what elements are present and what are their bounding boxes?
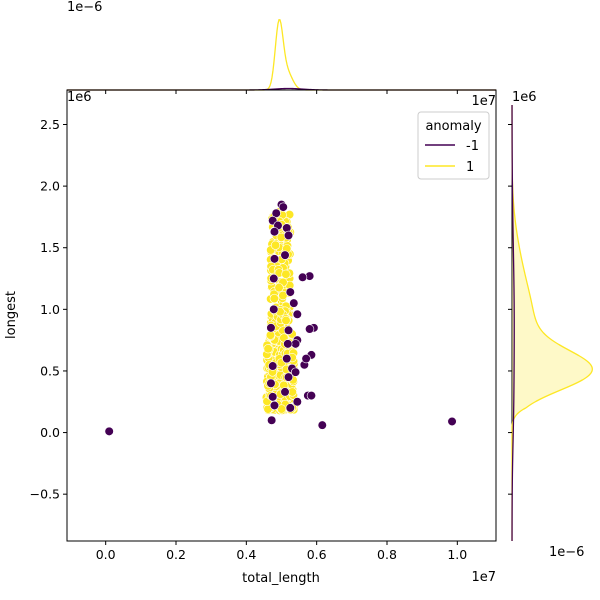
right-marginal-y-offset-label: 1e6 <box>512 90 537 105</box>
point-minus1 <box>266 378 276 388</box>
point-1 <box>274 283 284 293</box>
point-minus1 <box>283 372 294 382</box>
y-tick-label: 1.5 <box>40 240 60 255</box>
right-marginal-kde-fill <box>512 105 593 541</box>
point-minus1 <box>266 323 276 333</box>
point-minus1 <box>278 202 288 212</box>
y-axis-ticks: −0.5 0.0 0.5 1.0 1.5 2.0 2.5 <box>30 117 67 502</box>
point-1 <box>281 269 291 279</box>
point-minus1 <box>269 400 280 411</box>
point-minus1 <box>104 426 114 436</box>
y-offset-label: 1e6 <box>67 90 92 105</box>
series-minus1-points <box>104 199 457 436</box>
x-tick-label: 0.0 <box>96 547 116 562</box>
point-minus1 <box>292 397 302 407</box>
x-tick-label: 1.0 <box>447 547 467 562</box>
point-minus1 <box>269 273 279 284</box>
point-minus1 <box>280 250 290 260</box>
right-marginal-kde-minus1 <box>511 105 515 541</box>
point-1 <box>281 315 291 326</box>
top-marginal-kde-1 <box>67 18 496 91</box>
y-tick-label: 1.0 <box>40 302 60 317</box>
point-minus1 <box>285 403 295 413</box>
point-minus1 <box>283 230 294 241</box>
point-minus1 <box>283 339 293 349</box>
point-minus1 <box>305 324 315 334</box>
top-marginal-x-offset-label: 1e7 <box>471 94 496 109</box>
x-axis-label: total_length <box>242 571 320 586</box>
legend-label-1: 1 <box>466 160 474 175</box>
point-minus1 <box>306 390 316 401</box>
top-marginal-plot: 1e−6 1e7 <box>67 0 496 109</box>
right-marginal-plot: 1e6 1e−6 <box>508 90 593 560</box>
point-minus1 <box>292 309 302 319</box>
point-minus1 <box>268 361 278 371</box>
y-tick-label: 2.5 <box>40 117 60 132</box>
main-scatter-plot: 0.0 0.2 0.4 0.6 0.8 1.0 −0.5 0.0 0.5 1.0 1.5 2.0 2.… <box>4 89 497 586</box>
right-marginal-offset-label: 1e−6 <box>549 545 584 560</box>
x-tick-label: 0.4 <box>236 547 256 562</box>
point-1 <box>263 344 273 354</box>
point-minus1 <box>269 227 280 237</box>
point-minus1 <box>283 325 294 335</box>
x-offset-label: 1e7 <box>471 570 496 585</box>
point-minus1 <box>285 287 295 297</box>
point-minus1 <box>447 416 457 427</box>
legend-title: anomaly <box>425 119 481 134</box>
y-tick-label: −0.5 <box>30 487 60 502</box>
point-minus1 <box>297 272 308 282</box>
y-tick-label: 0.5 <box>40 363 60 378</box>
point-minus1 <box>267 415 277 425</box>
point-minus1 <box>317 420 327 430</box>
plot-frame <box>66 89 497 542</box>
y-tick-label: 0.0 <box>40 425 60 440</box>
y-tick-label: 2.0 <box>40 179 60 194</box>
point-minus1 <box>271 208 281 218</box>
x-tick-label: 0.8 <box>377 547 397 562</box>
y-axis-label: longest <box>4 291 19 339</box>
point-minus1 <box>269 304 279 314</box>
point-1 <box>269 293 279 304</box>
top-marginal-offset-label: 1e−6 <box>67 0 102 15</box>
legend: anomaly -1 1 <box>417 111 490 180</box>
point-minus1 <box>290 339 301 349</box>
point-minus1 <box>280 387 290 397</box>
point-minus1 <box>268 392 278 402</box>
x-axis-ticks: 0.0 0.2 0.4 0.6 0.8 1.0 <box>96 541 467 562</box>
x-tick-label: 0.2 <box>166 547 186 562</box>
point-1 <box>270 240 281 250</box>
point-minus1 <box>290 367 301 377</box>
legend-label-minus1: -1 <box>466 139 479 154</box>
point-minus1 <box>282 354 292 364</box>
point-minus1 <box>269 254 280 264</box>
point-minus1 <box>301 354 311 364</box>
point-minus1 <box>289 298 299 308</box>
x-tick-label: 0.6 <box>307 547 327 562</box>
